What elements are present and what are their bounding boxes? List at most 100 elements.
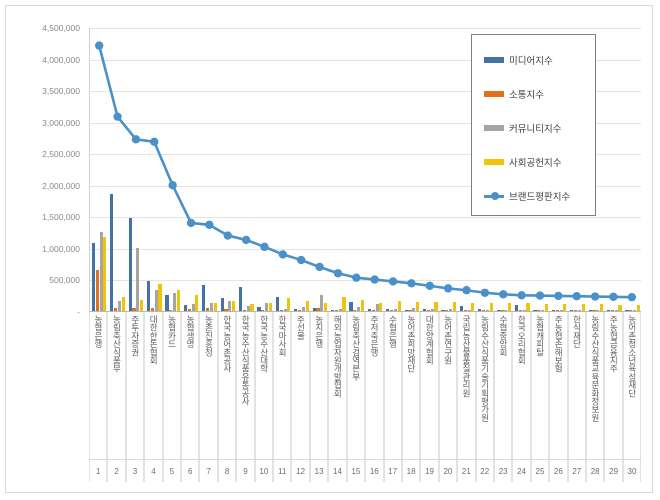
bar-cluster: [200, 28, 218, 311]
bar-cluster: [182, 28, 200, 311]
legend-label: 소통지수: [509, 90, 544, 101]
x-axis-index-number: 15: [346, 460, 366, 482]
x-axis-label-cell: 대한한돈협회: [144, 312, 163, 459]
bar-cluster: [605, 28, 623, 311]
bar-3: [563, 304, 567, 311]
bar-1: [279, 310, 283, 311]
x-axis-category-label: 농촌진흥청: [203, 315, 214, 357]
bar-0: [349, 302, 353, 311]
x-axis-category-label: 농어촌희망재단: [406, 315, 417, 373]
bar-2: [541, 309, 545, 311]
x-axis-label-cell: 한국마사회: [273, 312, 292, 459]
x-axis-category-label: 농어촌연구원: [443, 315, 454, 365]
x-axis-index-number: 11: [273, 460, 292, 482]
legend-item[interactable]: 사회공헌지수: [472, 145, 595, 179]
x-axis-index-number: 30: [622, 460, 642, 482]
x-axis-index-number: 17: [383, 460, 402, 482]
x-axis-index-number: 24: [512, 460, 531, 482]
bar-0: [147, 281, 151, 311]
bar-2: [228, 300, 232, 311]
bar-cluster: [145, 28, 163, 311]
bar-2: [375, 304, 379, 311]
x-axis-category-label: 주농협손해보험: [553, 315, 564, 373]
x-axis-index-number: 12: [291, 460, 310, 482]
x-axis-label-cell: 한국농수산대학: [254, 312, 274, 459]
x-axis-category-label: 한국오리협회: [516, 315, 527, 365]
bar-cluster: [587, 28, 605, 311]
legend-swatch-icon: [484, 125, 504, 131]
bar-2: [596, 310, 600, 311]
x-axis-index-number: 4: [144, 460, 163, 482]
bar-2: [173, 292, 177, 311]
x-axis-label-cell: 농촌진흥청: [199, 312, 218, 459]
x-axis-index-number: 29: [604, 460, 623, 482]
y-axis-tick-label: 500,000: [49, 275, 80, 286]
legend-label: 사회공헌지수: [509, 158, 562, 169]
bar-0: [183, 305, 188, 311]
x-axis-index-number: 6: [181, 460, 200, 482]
bar-3: [324, 303, 328, 311]
legend-label: 미디어지수: [509, 56, 553, 67]
x-axis-index-number: 22: [475, 460, 494, 482]
x-axis-category-label: 대한양계협회: [424, 315, 435, 365]
y-axis-tick-label: -: [77, 307, 80, 317]
legend-item[interactable]: 커뮤니티지수: [472, 111, 595, 145]
bar-3: [618, 304, 622, 311]
x-axis-category-label: 농림수산식품기술기획평가원: [479, 315, 490, 422]
bar-0: [478, 309, 482, 311]
bar-1: [242, 310, 247, 311]
x-axis-index-number: 21: [457, 460, 476, 482]
legend-item[interactable]: 브랜드평판지수: [472, 179, 595, 213]
x-axis-label-cell: 한식재단: [567, 312, 586, 459]
legend-item[interactable]: 소통지수: [472, 77, 595, 111]
bar-2: [412, 308, 416, 311]
bar-1: [518, 310, 523, 311]
bar-0: [367, 309, 372, 311]
bar-cluster: [532, 28, 550, 311]
bar-2: [357, 307, 361, 311]
bar-0: [496, 310, 500, 311]
y-axis-tick-label: 1,000,000: [42, 243, 80, 254]
y-axis: - 500,000 1,000,000 1,500,000 2,000,000 2,500…: [6, 23, 84, 317]
bar-3: [416, 301, 420, 311]
bar-2: [99, 232, 103, 311]
bar-1: [500, 310, 504, 311]
x-axis-label-cell: 국립농산물품질관리원: [457, 312, 476, 459]
bar-1: [629, 310, 633, 311]
x-axis-index-number: 14: [328, 460, 347, 482]
x-axis-label-cell: 대한양계협회: [420, 312, 439, 459]
bar-3: [342, 296, 346, 311]
bar-3: [452, 302, 457, 311]
bar-3: [140, 299, 144, 311]
bar-2: [283, 309, 287, 311]
legend-swatch-icon: [484, 192, 504, 200]
bar-0: [257, 307, 261, 311]
bar-cluster: [421, 28, 439, 311]
x-axis-index-number: 13: [309, 460, 329, 482]
bar-0: [312, 308, 316, 311]
bar-cluster: [458, 28, 476, 311]
x-axis-index-number: 9: [236, 460, 255, 482]
bar-2: [504, 309, 508, 311]
y-axis-tick-label: 2,000,000: [42, 180, 80, 191]
bar-cluster: [624, 28, 642, 311]
bar-1: [261, 309, 265, 311]
x-axis-label-cell: 농어촌청소년육성재단: [622, 312, 642, 459]
bar-1: [445, 310, 449, 311]
bar-3: [213, 302, 217, 311]
x-axis-category-label: 농림축산검역본부: [351, 315, 362, 381]
bar-cluster: [568, 28, 586, 311]
legend-item[interactable]: 미디어지수: [472, 43, 595, 77]
x-axis-label-cell: 농어촌연구원: [438, 312, 458, 459]
bar-1: [206, 307, 210, 311]
bar-1: [132, 307, 136, 311]
x-axis-index-number: 26: [549, 460, 568, 482]
bar-2: [559, 309, 563, 311]
y-axis-tick-label: 1,500,000: [42, 212, 80, 223]
x-axis-category-label: 주저축은행: [369, 315, 380, 357]
x-axis-label-cell: 주저축은행: [365, 312, 384, 459]
bar-3: [268, 302, 273, 311]
bar-0: [515, 305, 519, 311]
x-axis-label-cell: 농협카드: [162, 312, 182, 459]
x-axis-label-cell: 수협은행: [383, 312, 402, 459]
